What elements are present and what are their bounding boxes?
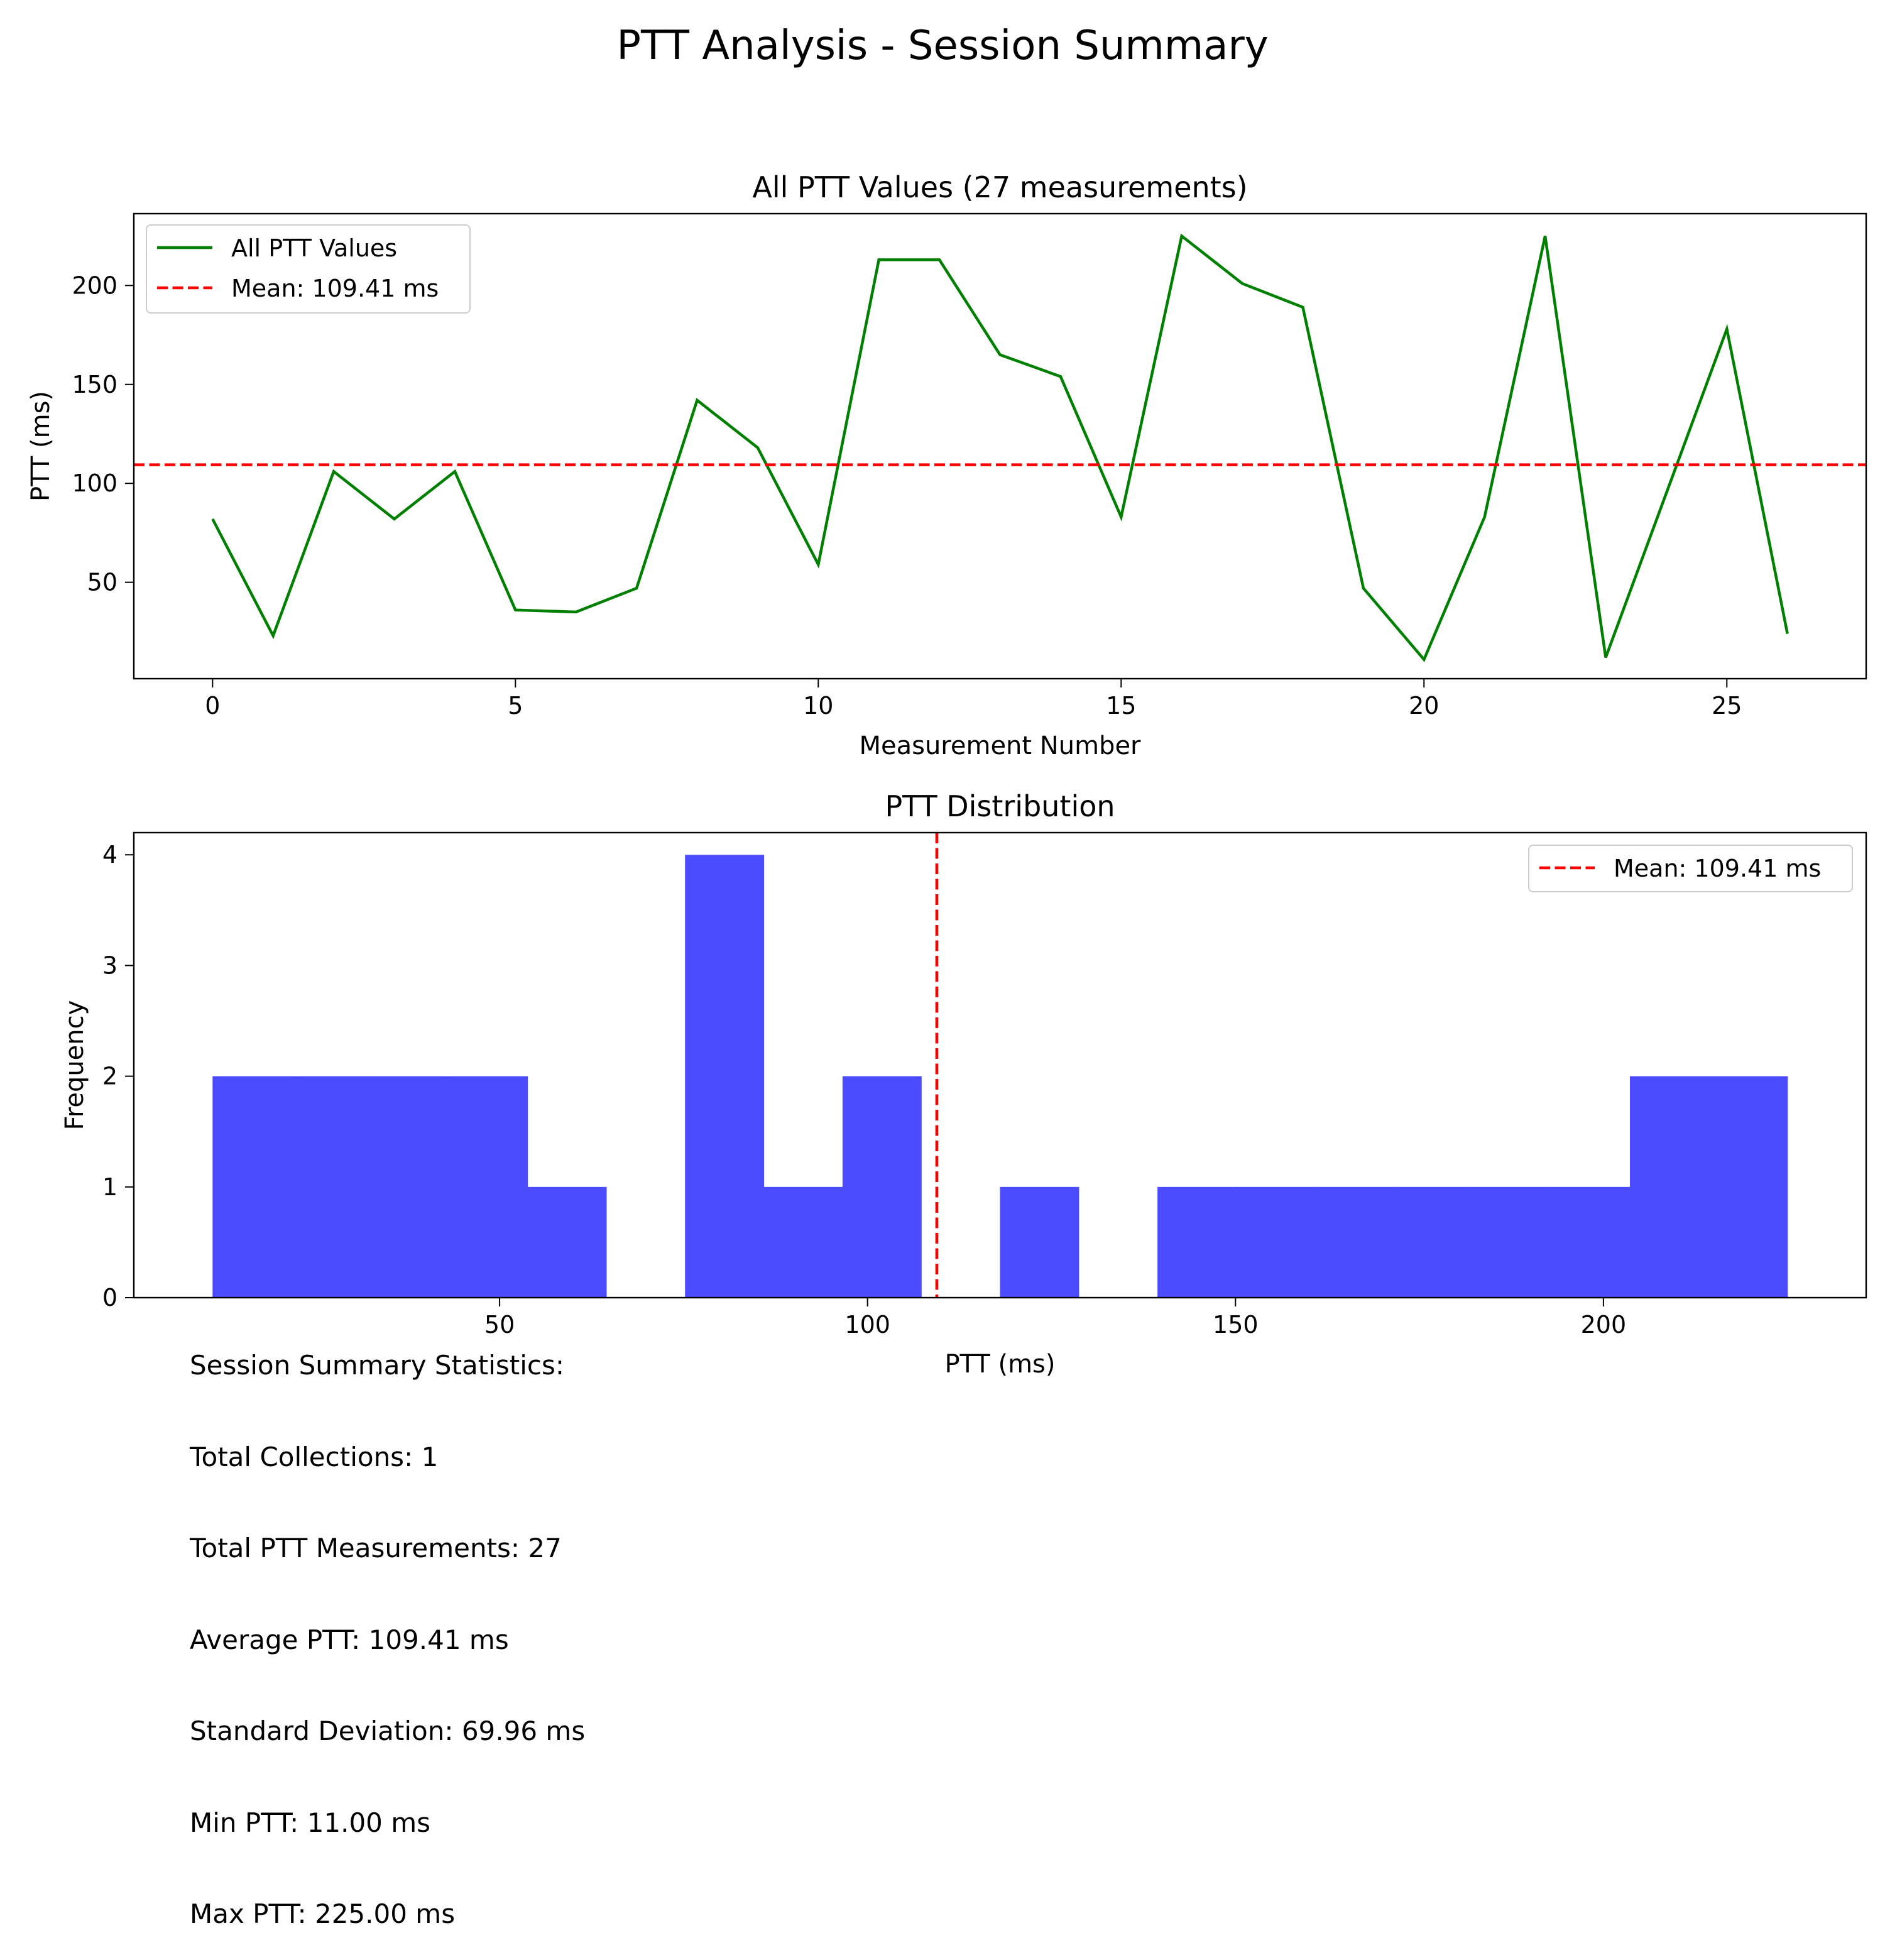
chart1-xtick-label: 10 bbox=[803, 692, 833, 720]
stats-line-average: Average PTT: 109.41 ms bbox=[190, 1624, 509, 1655]
histogram-bar bbox=[1236, 1186, 1316, 1298]
chart1-ytick-label: 150 bbox=[72, 371, 117, 398]
histogram-bar bbox=[842, 1076, 922, 1298]
chart1-legend: All PTT Values Mean: 109.41 ms bbox=[146, 224, 471, 314]
chart1-ytick-label: 50 bbox=[87, 569, 117, 596]
chart1-ytick-label: 200 bbox=[72, 271, 117, 299]
chart2-xtick-label: 100 bbox=[844, 1311, 890, 1339]
histogram-bar bbox=[527, 1186, 607, 1298]
chart1-xtick-label: 25 bbox=[1712, 692, 1742, 720]
histogram-ptt-distribution: 50 100 150 200 0 1 2 3 4 PTT Distribution PTT (ms)… bbox=[60, 789, 1867, 1379]
histogram-bar bbox=[1630, 1076, 1709, 1298]
histogram-bar bbox=[1157, 1186, 1237, 1298]
histogram-bar bbox=[1708, 1076, 1788, 1298]
histogram-bar bbox=[1000, 1186, 1079, 1298]
legend-label-series: All PTT Values bbox=[231, 234, 397, 262]
chart2-xtick-label: 150 bbox=[1213, 1311, 1259, 1339]
chart1-ylabel: PTT (ms) bbox=[26, 391, 55, 501]
histogram-bar bbox=[1314, 1186, 1394, 1298]
histogram-bar bbox=[1394, 1186, 1473, 1298]
histogram-bar bbox=[1472, 1186, 1552, 1298]
chart1-xtick-label: 5 bbox=[508, 692, 523, 720]
chart2-title: PTT Distribution bbox=[885, 789, 1115, 823]
chart1-xtick-label: 15 bbox=[1106, 692, 1136, 720]
stats-line-max: Max PTT: 225.00 ms bbox=[190, 1898, 456, 1929]
legend-label-mean: Mean: 109.41 ms bbox=[231, 275, 439, 302]
stats-line-total-collections: Total Collections: 1 bbox=[190, 1441, 439, 1472]
stats-line-std-dev: Standard Deviation: 69.96 ms bbox=[190, 1716, 586, 1746]
axes-frame bbox=[133, 831, 1867, 1299]
stats-line-min: Min PTT: 11.00 ms bbox=[190, 1807, 431, 1838]
line-chart-all-ptt: 0 5 10 15 20 25 50 100 150 200 All PTT Values (27 … bbox=[26, 170, 1867, 760]
stats-line-total-measurements: Total PTT Measurements: 27 bbox=[190, 1533, 562, 1563]
chart1-xtick-label: 20 bbox=[1409, 692, 1439, 720]
chart2-ytick-label: 1 bbox=[102, 1173, 117, 1201]
chart2-ytick-label: 2 bbox=[102, 1063, 117, 1090]
chart2-xlabel: PTT (ms) bbox=[944, 1350, 1055, 1379]
histogram-bar bbox=[212, 1076, 292, 1298]
session-summary-statistics: Session Summary Statistics: Total Collec… bbox=[190, 1289, 585, 1960]
figure-title: PTT Analysis - Session Summary bbox=[616, 23, 1269, 69]
histogram-bar bbox=[763, 1186, 843, 1298]
chart1-xlabel: Measurement Number bbox=[859, 731, 1141, 760]
histogram-bar bbox=[449, 1076, 528, 1298]
histogram-bar bbox=[369, 1076, 449, 1298]
chart1-title: All PTT Values (27 measurements) bbox=[752, 170, 1247, 204]
chart2-xtick-label: 200 bbox=[1581, 1311, 1627, 1339]
ptt-series-line bbox=[211, 233, 1789, 662]
histogram-bar bbox=[1551, 1186, 1631, 1298]
legend-label-mean: Mean: 109.41 ms bbox=[1614, 855, 1821, 882]
stats-line-heading: Session Summary Statistics: bbox=[190, 1350, 565, 1381]
chart2-ytick-label: 4 bbox=[102, 841, 117, 868]
histogram-bar bbox=[291, 1076, 371, 1298]
chart2-ytick-label: 3 bbox=[102, 951, 117, 979]
legend-box bbox=[1528, 845, 1853, 892]
chart1-ytick-label: 100 bbox=[72, 469, 117, 497]
chart2-legend: Mean: 109.41 ms bbox=[1528, 845, 1853, 892]
chart2-ytick-label: 0 bbox=[102, 1284, 117, 1311]
chart2-xtick-label: 50 bbox=[484, 1311, 515, 1339]
chart1-xtick-label: 0 bbox=[205, 692, 220, 720]
legend-box bbox=[146, 224, 471, 314]
axes-frame bbox=[133, 212, 1867, 680]
chart2-ylabel: Frequency bbox=[60, 1000, 89, 1131]
histogram-bar bbox=[685, 855, 765, 1298]
